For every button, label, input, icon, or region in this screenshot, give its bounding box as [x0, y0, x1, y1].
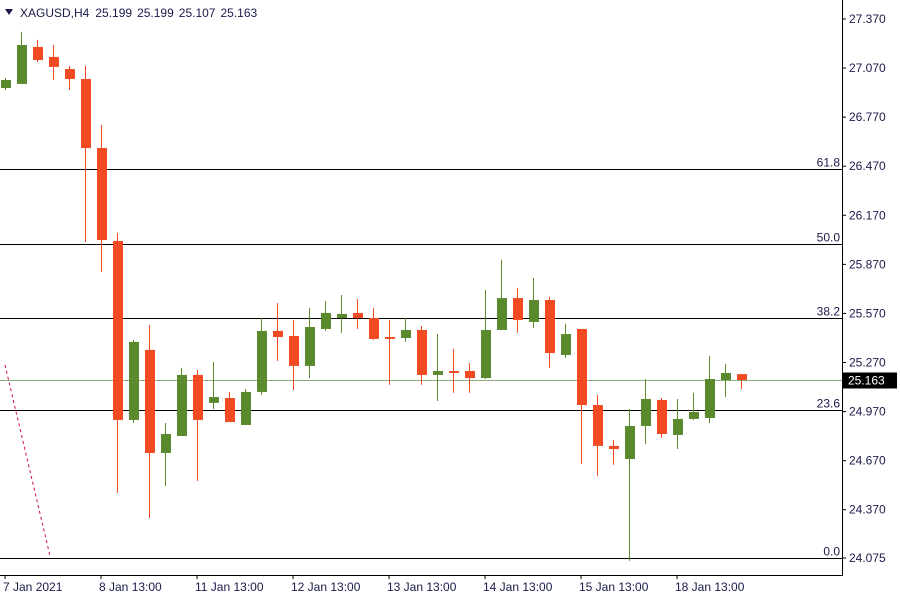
- y-tick-label: 25.270: [849, 356, 886, 370]
- candle-body: [513, 298, 523, 320]
- candle-body: [529, 300, 539, 322]
- x-tick-label: 8 Jan 13:00: [99, 580, 162, 594]
- y-tick-label: 24.075: [849, 551, 886, 565]
- candle-body: [1, 79, 11, 89]
- candle-body: [273, 330, 283, 337]
- candle-body: [401, 329, 411, 338]
- candle-body: [497, 298, 507, 330]
- fib-level-label: 50.0: [817, 231, 841, 245]
- candle-body: [481, 329, 491, 379]
- candle-body: [17, 44, 27, 84]
- candle-body: [161, 433, 171, 453]
- open-value: 25.199: [95, 6, 132, 20]
- y-tick-label: 24.670: [849, 454, 886, 468]
- candle-body: [225, 398, 235, 423]
- x-tick-label: 12 Jan 13:00: [291, 580, 361, 594]
- candle-body: [593, 405, 603, 446]
- candle-body: [641, 398, 651, 426]
- y-tick-label: 24.970: [849, 405, 886, 419]
- candle-body: [129, 341, 139, 420]
- candle-body: [737, 374, 747, 381]
- y-tick-label: 25.570: [849, 306, 886, 320]
- candle-body: [721, 372, 731, 381]
- candle-body: [209, 397, 219, 403]
- fib-level-label: 0.0: [823, 545, 840, 559]
- candle-body: [193, 374, 203, 420]
- fib-level-label: 23.6: [817, 397, 841, 411]
- candle-body: [257, 330, 267, 392]
- x-tick-label: 13 Jan 13:00: [387, 580, 457, 594]
- candle-body: [65, 69, 75, 80]
- candle-body: [561, 334, 571, 355]
- price-label: 25.163: [848, 374, 885, 388]
- candle-body: [417, 329, 427, 375]
- trendline: [4, 364, 51, 557]
- candle-body: [113, 240, 123, 420]
- symbol: XAGUSD,H4: [20, 6, 90, 20]
- candle-body: [145, 349, 155, 453]
- close-value: 25.163: [220, 6, 257, 20]
- candle-body: [625, 425, 635, 460]
- low-value: 25.107: [179, 6, 216, 20]
- y-tick-label: 25.870: [849, 257, 886, 271]
- candle-body: [81, 79, 91, 149]
- candle-body: [353, 312, 363, 319]
- candle-body: [673, 418, 683, 435]
- candle-body: [465, 371, 475, 379]
- fib-level-label: 61.8: [817, 156, 841, 170]
- header: XAGUSD,H4 25.199 25.199 25.107 25.163: [20, 6, 257, 20]
- candle-body: [289, 336, 299, 366]
- x-tick-label: 11 Jan 13:00: [195, 580, 264, 594]
- y-tick-label: 27.070: [849, 61, 886, 75]
- candle-body: [177, 374, 187, 436]
- plot-area: 61.8 50.0 38.2 23.6 0.0: [0, 31, 842, 561]
- candle-body: [305, 327, 315, 366]
- x-tick-label: 15 Jan 13:00: [579, 580, 649, 594]
- candle-body: [449, 371, 459, 373]
- candle-body: [337, 313, 347, 319]
- x-tick-label: 18 Jan 13:00: [675, 580, 745, 594]
- candle-body: [49, 56, 59, 67]
- candle-body: [241, 391, 251, 425]
- candle-body: [609, 445, 619, 450]
- y-tick-label: 24.370: [849, 503, 886, 517]
- candle-body: [385, 336, 395, 339]
- x-tick-label: 7 Jan 2021: [3, 580, 63, 594]
- candle-body: [97, 148, 107, 240]
- candle-body: [33, 46, 43, 61]
- candle-body: [657, 399, 667, 434]
- candle-body: [545, 300, 555, 354]
- candle-body: [577, 328, 587, 406]
- price-label-box: [843, 372, 897, 389]
- candle-body: [689, 411, 699, 419]
- y-tick-label: 26.170: [849, 208, 886, 222]
- y-tick-label: 26.470: [849, 159, 886, 173]
- high-value: 25.199: [137, 6, 174, 20]
- candle-body: [321, 312, 331, 329]
- y-tick-label: 27.370: [849, 12, 886, 26]
- candle-body: [433, 371, 443, 375]
- menu-triangle[interactable]: [5, 9, 13, 15]
- x-tick-label: 14 Jan 13:00: [483, 580, 553, 594]
- fib-level-label: 38.2: [817, 305, 841, 319]
- y-tick-label: 26.770: [849, 110, 886, 124]
- candle-body: [705, 379, 715, 418]
- candle-body: [369, 318, 379, 339]
